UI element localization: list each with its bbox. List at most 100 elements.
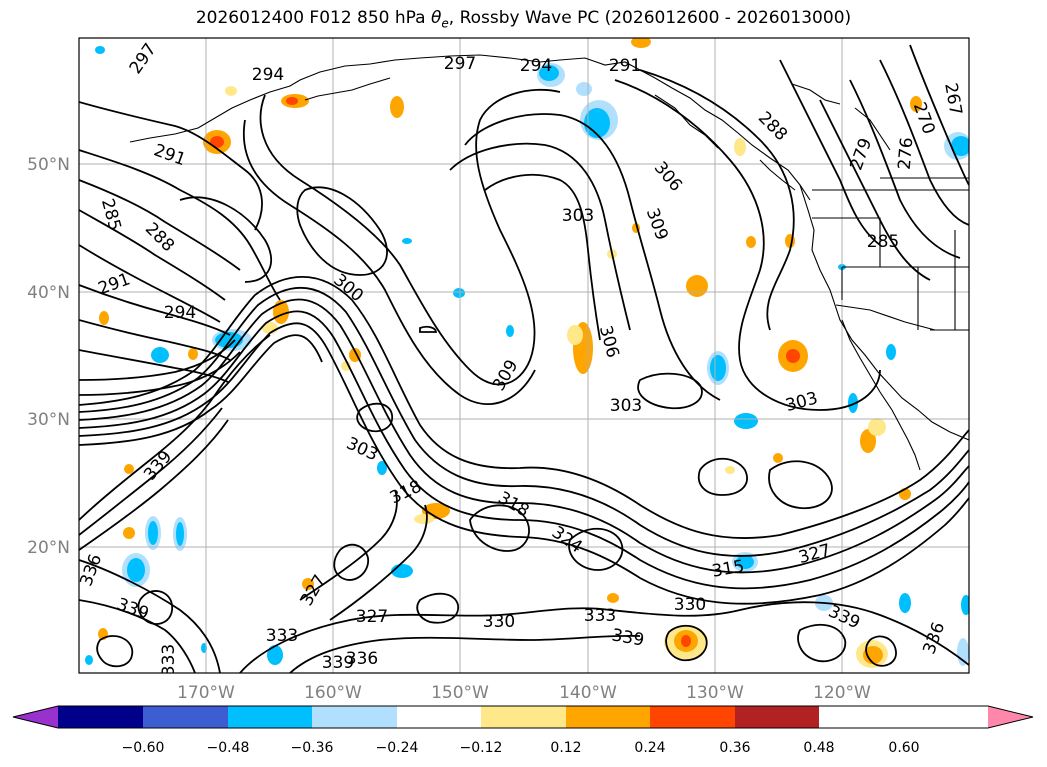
longitude-ticks: 170°W 160°W 150°W 140°W 130°W 120°W [177,683,871,703]
title-theta: θ [431,8,442,28]
pos-anomaly-patch [281,94,309,108]
title-theta-subscript: e [441,16,449,31]
neg-anomaly-patch [944,132,969,160]
pos-anomaly-patch [225,86,237,96]
neg-anomaly-patch [212,329,252,351]
lat-tick-label: 50°N [27,155,70,175]
colorbar-tick-label: −0.24 [376,740,419,756]
contour-label: 333 [266,626,298,646]
contour-label: 333 [584,606,616,626]
neg-anomaly-patch [734,413,758,429]
lat-tick-label: 40°N [27,283,70,303]
map-panel: 297 294 297 294 291 288 279 267 270 276 … [78,37,970,676]
pos-anomaly-patch [868,418,886,436]
colorbar-outline [12,705,1034,729]
colorbar-segment [566,706,650,728]
colorbar-segments [58,706,819,728]
map-frame [78,37,970,674]
pos-anomaly-patch [631,38,651,48]
neg-anomaly-patch [961,595,969,615]
contour-label: 276 [895,137,918,171]
contour-label: 285 [867,232,899,252]
neg-anomaly-patch [122,553,150,587]
pos-anomaly-patch [746,236,756,248]
colorbar-tick-label: 0.36 [719,740,750,756]
lon-tick-label: 120°W [813,683,871,703]
neg-anomaly-patch [267,645,283,665]
colorbar: −0.60 −0.48 −0.36 −0.24 −0.12 0.12 0.24 … [12,705,1034,756]
neg-anomaly-patch [506,325,514,337]
contour-label: 333 [159,644,179,676]
pos-anomaly-patch [773,453,783,463]
neg-anomaly-patch [707,351,729,385]
lon-tick-label: 150°W [431,683,489,703]
colorbar-tick-label: −0.48 [207,740,250,756]
neg-anomaly-patch [580,100,618,140]
latitude-ticks: 50°N 40°N 30°N 20°N [27,155,70,558]
lon-tick-label: 140°W [559,683,617,703]
colorbar-tick-label: 0.24 [634,740,665,756]
pos-anomaly-patch [390,96,404,118]
pos-anomaly-patch [734,138,746,156]
pos-anomaly-patch [860,429,876,453]
neg-anomaly-patch [402,238,412,244]
colorbar-tick-label: 0.60 [888,740,919,756]
contour-label: 294 [252,65,284,85]
neg-anomaly-patch [957,638,969,666]
contour-label: 336 [346,649,378,669]
pos-anomaly-patch [725,466,735,474]
title-suffix: , Rossby Wave PC (2026012600 - 202601300… [448,8,852,28]
colorbar-segment [481,706,566,728]
colorbar-tick-label: −0.36 [291,740,334,756]
colorbar-segment [397,706,481,728]
contour-label: 303 [610,396,642,416]
contour-label: 330 [674,595,706,615]
colorbar-segment [735,706,819,728]
colorbar-segment [58,706,143,728]
neg-anomaly-patch [537,63,565,87]
colorbar-tick-label: 0.48 [803,740,834,756]
neg-anomaly-patch [886,344,896,360]
pos-anomaly-patch [778,340,808,372]
neg-anomaly-patch [85,655,93,665]
pos-anomaly-patch [686,275,708,297]
colorbar-segment [312,706,397,728]
neg-anomaly-patch [576,82,592,96]
contour-label: 303 [562,206,594,226]
neg-anomaly-patch [173,517,187,551]
pos-anomaly-patch [664,625,708,659]
colorbar-segment [650,706,735,728]
colorbar-ticks: −0.60 −0.48 −0.36 −0.24 −0.12 0.12 0.24 … [122,740,920,756]
contour-label: 327 [356,607,388,627]
theta-e-contours [79,44,969,673]
contour-label: 294 [520,56,552,76]
colorbar-segment [143,706,228,728]
title-prefix: 2026012400 F012 850 hPa [195,8,431,28]
lat-tick-label: 20°N [27,538,70,558]
neg-anomaly-patch [899,593,911,613]
pos-anomaly-patch [188,348,198,360]
neg-anomaly-patch [848,393,858,413]
pos-anomaly-patch [856,640,888,668]
colorbar-min-extension [13,706,58,728]
contour-label: 330 [483,612,515,632]
pos-anomaly-patch [124,464,134,474]
lon-tick-label: 170°W [177,683,235,703]
lon-tick-label: 130°W [686,683,744,703]
contour-label: 294 [164,303,196,323]
neg-anomaly-patch [732,552,758,572]
colorbar-segment [228,706,312,728]
contour-label: 291 [609,56,641,76]
colorbar-tick-label: −0.60 [122,740,165,756]
neg-anomaly-patch [151,347,169,363]
neg-anomaly-patch [377,461,387,475]
neg-anomaly-patch [145,516,161,550]
colorbar-tick-label: −0.12 [460,740,503,756]
contour-label: 339 [322,653,354,673]
neg-anomaly-patch [95,46,105,54]
contour-label: 297 [444,54,476,74]
pos-anomaly-patch [567,325,583,345]
pos-anomaly-patch [302,578,314,590]
lon-tick-label: 160°W [304,683,362,703]
